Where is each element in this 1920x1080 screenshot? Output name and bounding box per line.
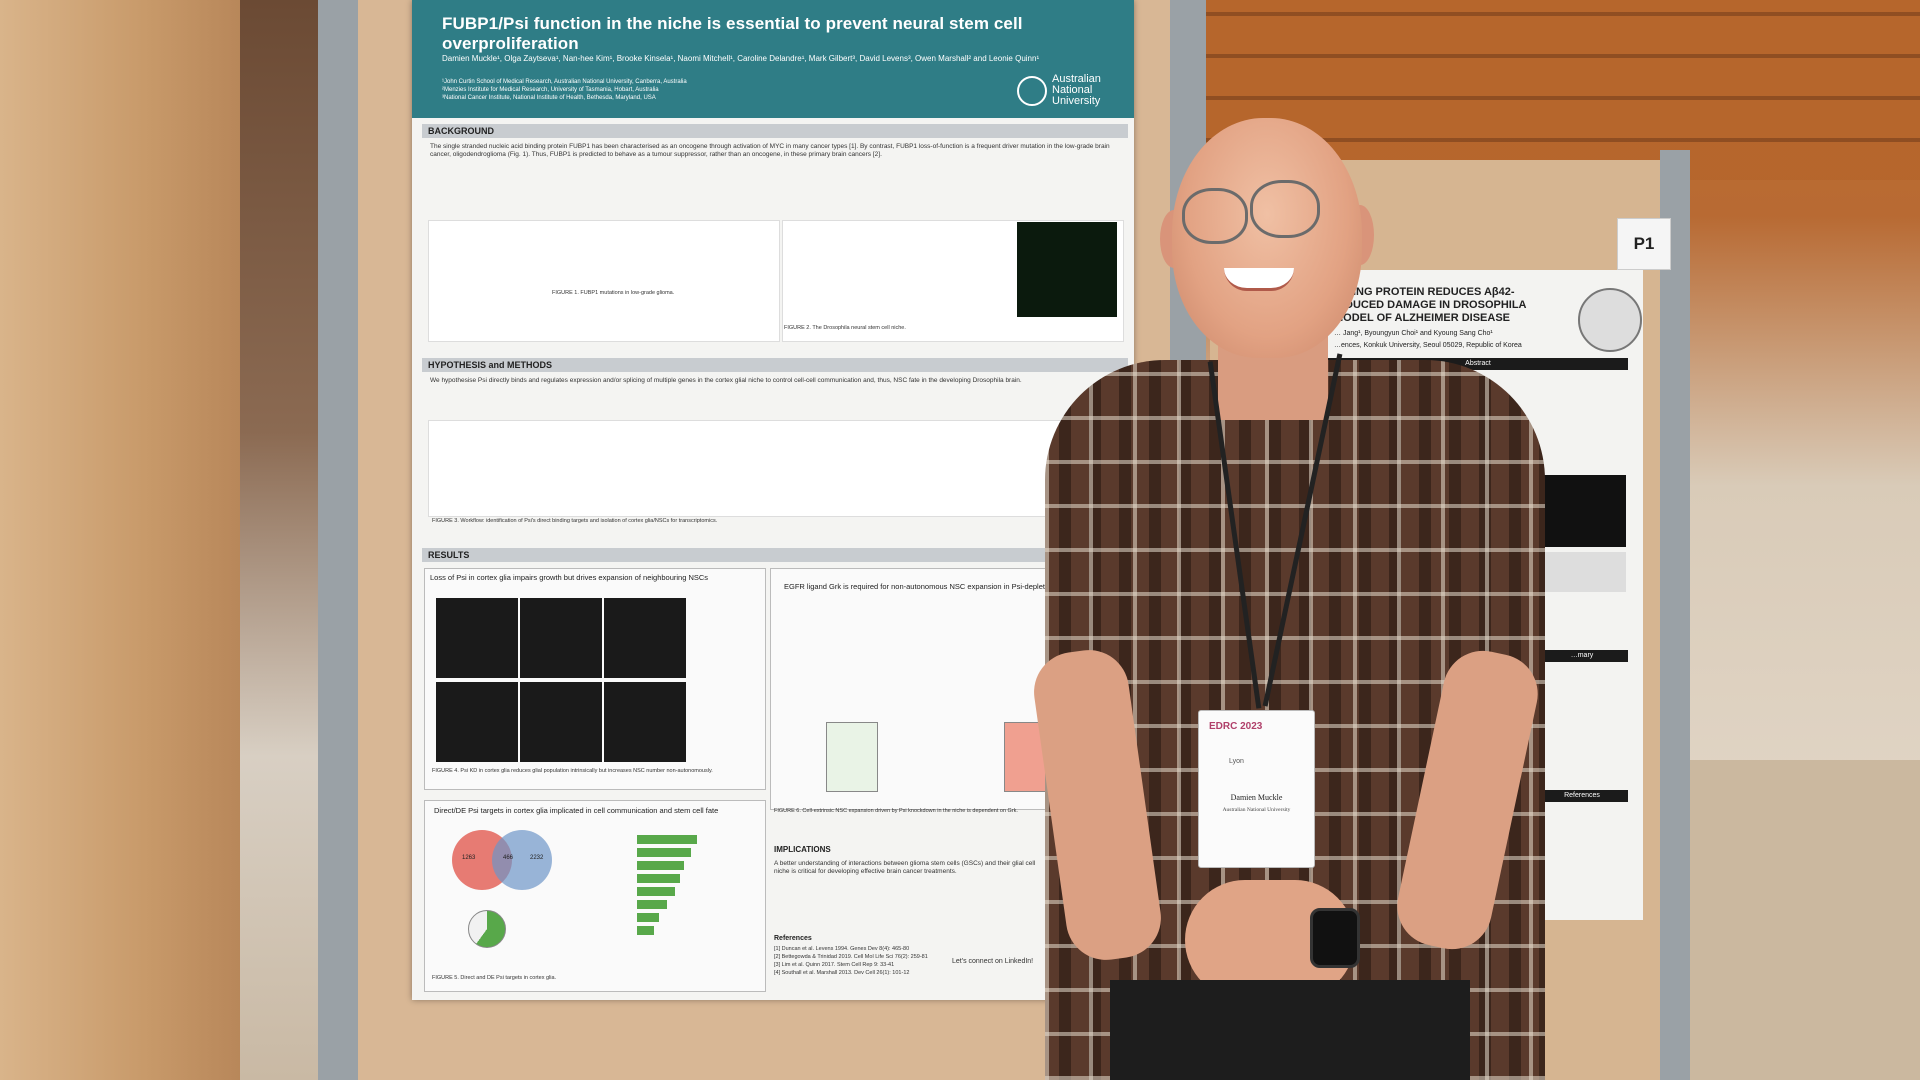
smartwatch-icon [1310, 908, 1360, 968]
hypothesis-text: We hypothesise Psi directly binds and re… [430, 377, 1022, 384]
poster2-summary-bar: …mary [1536, 650, 1628, 662]
poster-header: FUBP1/Psi function in the niche is essen… [412, 0, 1134, 118]
venn-value: 1263 [462, 855, 476, 861]
affiliation: ³National Cancer Institute, National Ins… [442, 95, 656, 101]
go-term-bar [637, 913, 659, 922]
go-term-bar [637, 926, 654, 935]
microscopy-image [436, 598, 518, 678]
institution-logo-text: Australian National University [1052, 73, 1101, 107]
results-heading: Direct/DE Psi targets in cortex glia imp… [434, 806, 719, 815]
affiliation: ¹John Curtin School of Medical Research,… [442, 79, 687, 85]
poster-authors: Damien Muckle¹, Olga Zaytseva¹, Nan-hee … [442, 54, 1040, 63]
venn-value: 2232 [530, 855, 544, 861]
go-term-bar [637, 874, 680, 883]
venn-circle-psi-de [492, 830, 552, 890]
implications-text: A better understanding of interactions b… [774, 860, 1036, 875]
poster2-microscopy-image [1536, 475, 1626, 547]
figure-1 [428, 220, 780, 342]
badge-conference-logo: EDRC 2023 [1209, 721, 1263, 732]
anu-crest-icon [1017, 76, 1047, 106]
go-term-bar [637, 900, 667, 909]
microscopy-image [520, 682, 602, 762]
poster2-authors: … Jang¹, Byoungyun Choi¹ and Kyoung Sang… [1334, 330, 1493, 337]
board-frame-pole [318, 0, 358, 1080]
section-hypothesis: HYPOTHESIS and METHODS [422, 358, 1128, 372]
reference-item: [3] Lim et al. Quinn 2017. Stem Cell Rep… [774, 962, 895, 968]
figure-3 [428, 420, 1120, 517]
poster2-chart [1536, 552, 1626, 592]
section-background: BACKGROUND [422, 124, 1128, 138]
glasses-icon [1250, 180, 1320, 238]
board-frame-pole [1660, 150, 1690, 1080]
venn-value: 466 [503, 855, 514, 861]
name-badge: EDRC 2023 Lyon Damien Muckle Australian … [1198, 710, 1315, 868]
microscopy-image [604, 598, 686, 678]
figure-2-caption: FIGURE 2. The Drosophila neural stem cel… [784, 325, 906, 331]
figure-5-caption: FIGURE 5. Direct and DE Psi targets in c… [432, 975, 557, 981]
go-term-bar [637, 835, 697, 844]
microscopy-image [436, 682, 518, 762]
figure-6-caption: FIGURE 6. Cell-extrinsic NSC expansion d… [774, 808, 1018, 814]
implications-heading: IMPLICATIONS [774, 845, 831, 854]
poster2-references-bar: References [1536, 790, 1628, 802]
figure-4-caption: FIGURE 4. Psi KD in cortex glia reduces … [432, 768, 713, 774]
figure-3-caption: FIGURE 3. Workflow: identification of Ps… [432, 518, 718, 524]
konkuk-seal-icon [1578, 288, 1642, 352]
reference-item: [4] Southall et al. Marshall 2013. Dev C… [774, 970, 910, 976]
research-poster: FUBP1/Psi function in the niche is essen… [412, 0, 1134, 1000]
pie-chart [468, 910, 506, 948]
wood-wall [0, 0, 240, 1080]
reference-item: [1] Duncan et al. Levens 1994. Genes Dev… [774, 946, 910, 952]
board-number-sign: P1 [1617, 218, 1671, 270]
confocal-image [1017, 222, 1117, 317]
results-heading: Loss of Psi in cortex glia impairs growt… [430, 573, 709, 582]
poster-title: FUBP1/Psi function in the niche is essen… [442, 14, 1023, 53]
linkedin-text: Let's connect on LinkedIn! [952, 958, 1034, 965]
microscopy-image [520, 598, 602, 678]
smile [1224, 268, 1294, 291]
background-text: The single stranded nucleic acid binding… [430, 143, 1110, 158]
go-term-bar [637, 848, 691, 857]
figure-1-caption: FIGURE 1. FUBP1 mutations in low-grade g… [552, 290, 675, 296]
go-term-bar [637, 861, 684, 870]
poster2-affiliation: …ences, Konkuk University, Seoul 05029, … [1334, 342, 1522, 349]
references-heading: References [774, 935, 812, 942]
go-term-bar [637, 887, 675, 896]
reference-item: [2] Bettegowda & Trinidad 2019. Cell Mol… [774, 954, 928, 960]
working-model-diagram [826, 722, 878, 792]
badge-city: Lyon [1229, 758, 1244, 765]
trousers [1110, 980, 1470, 1080]
poster2-title: …DING PROTEIN REDUCES Aβ42-INDUCED DAMAG… [1334, 286, 1527, 324]
badge-name: Damien Muckle [1230, 793, 1283, 802]
microscopy-image [604, 682, 686, 762]
glasses-icon [1182, 188, 1248, 244]
results-heading: EGFR ligand Grk is required for non-auto… [784, 582, 1054, 591]
section-results: RESULTS [422, 548, 1128, 562]
affiliation: ²Menzies Institute for Medical Research,… [442, 87, 659, 93]
badge-institution: Australian National University [1222, 807, 1291, 813]
